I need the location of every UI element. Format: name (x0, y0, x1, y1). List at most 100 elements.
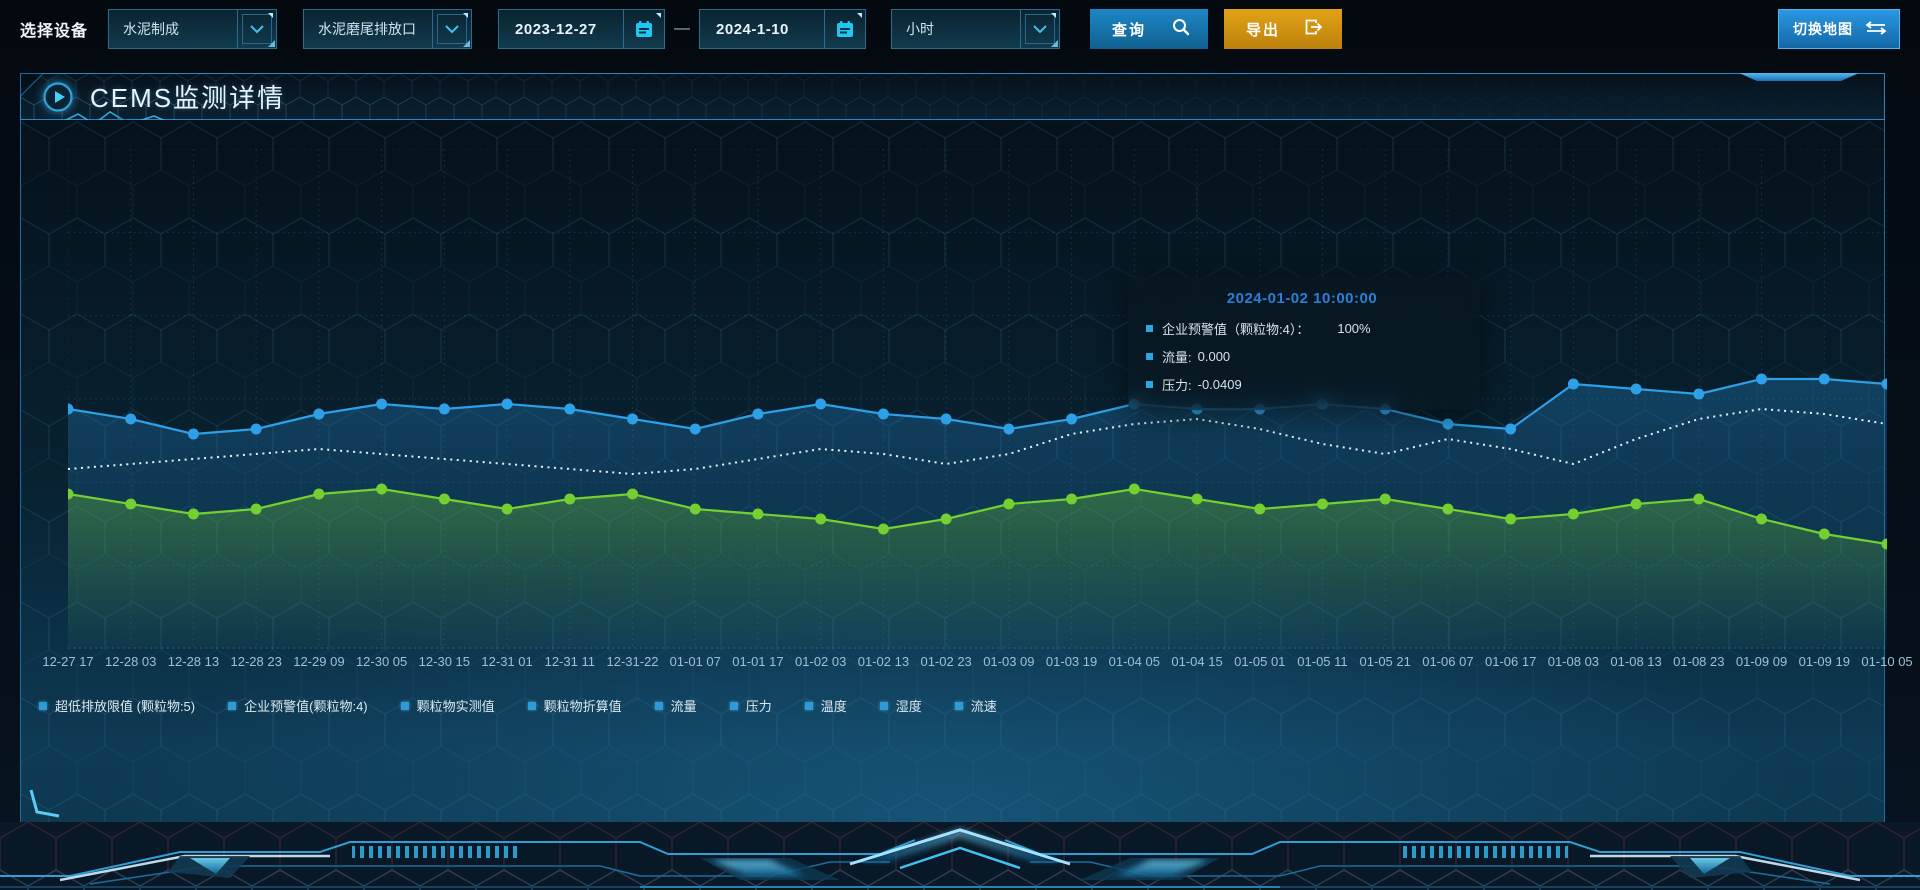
tooltip-rows: 企业预警值（颗粒物:4）： 100% 流量: 0.000 压力: -0.0409 (1146, 319, 1458, 394)
legend-item[interactable]: 湿度 (879, 696, 922, 715)
play-icon[interactable] (42, 81, 74, 113)
legend-item[interactable]: 流量 (654, 696, 697, 715)
interval-value: 小时 (906, 21, 935, 37)
tooltip-marker-icon (1146, 381, 1153, 388)
device-type-value: 水泥制成 (123, 21, 180, 37)
legend-marker-icon (654, 701, 663, 710)
chart-svg (68, 149, 1887, 649)
calendar-icon[interactable] (824, 10, 865, 48)
legend-marker-icon (879, 701, 888, 710)
chevron-down-icon (1020, 10, 1059, 48)
footer-decoration (0, 822, 1920, 890)
legend-item[interactable]: 颗粒物实测值 (400, 696, 495, 715)
x-axis-label: 12-28 03 (105, 654, 157, 669)
legend-marker-icon (527, 701, 536, 710)
x-axis-label: 01-08 23 (1673, 654, 1725, 669)
legend-item[interactable]: 企业预警值(颗粒物:4) (228, 696, 368, 715)
x-axis-label: 01-05 11 (1297, 654, 1348, 669)
tooltip-marker-icon (1146, 325, 1153, 332)
tooltip-label: 流量: (1162, 350, 1192, 365)
x-axis-label: 12-30 05 (355, 654, 408, 669)
legend-label: 温度 (820, 699, 847, 714)
x-axis-label: 01-09 09 (1735, 654, 1788, 669)
calendar-icon[interactable] (623, 10, 664, 48)
legend-label: 压力 (745, 699, 772, 714)
switch-map-button[interactable]: 切换地图 (1778, 9, 1900, 49)
x-axis-label: 12-28 13 (167, 654, 220, 669)
panel-title: CEMS监测详情 (90, 83, 286, 113)
header-zigzag-decoration (50, 111, 169, 120)
chevron-down-icon (237, 10, 276, 48)
legend-item[interactable]: 温度 (804, 696, 847, 715)
x-axis-label: 01-03 09 (983, 654, 1035, 669)
query-button-label: 查询 (1112, 21, 1147, 39)
start-date-value: 2023-12-27 (515, 20, 597, 38)
legend-item[interactable]: 颗粒物折算值 (527, 696, 622, 715)
tooltip-value: -0.0409 (1197, 377, 1242, 392)
x-axis-label: 01-04 05 (1108, 654, 1160, 669)
export-icon (1304, 18, 1324, 40)
x-axis-label: 01-06 07 (1422, 654, 1474, 669)
legend-label: 超低排放限值 (颗粒物:5) (55, 699, 196, 714)
x-axis-label: 01-03 19 (1045, 654, 1098, 669)
x-axis-label: 01-01 07 (669, 654, 721, 669)
corner-accent (29, 789, 60, 818)
tooltip-value: 100% (1337, 321, 1371, 336)
x-axis-label: 12-31-22 (606, 654, 659, 669)
outlet-value: 水泥磨尾排放口 (318, 21, 417, 37)
export-button[interactable]: 导出 (1224, 9, 1343, 49)
x-axis-label: 12-31 11 (544, 654, 595, 669)
legend-marker-icon (228, 701, 237, 710)
legend-marker-icon (39, 701, 47, 710)
x-axis-label: 01-02 23 (920, 654, 972, 669)
end-date-value: 2024-1-10 (716, 20, 789, 38)
x-axis-label: 01-08 03 (1547, 654, 1600, 669)
legend-item[interactable]: 超低排放限值 (颗粒物:5) (39, 696, 195, 715)
swap-arrows-icon (1865, 20, 1887, 38)
x-axis-label: 12-30 15 (418, 654, 471, 669)
x-axis-label: 01-01 17 (732, 654, 784, 669)
legend-label: 颗粒物实测值 (416, 699, 495, 714)
x-axis-label: 01-06 17 (1484, 654, 1537, 669)
toolbar: 选择设备 水泥制成 水泥磨尾排放口 2023-12-27 (0, 0, 1920, 58)
start-date-input[interactable]: 2023-12-27 (498, 9, 666, 49)
x-axis-label: 01-05 21 (1359, 654, 1411, 669)
device-select-label: 选择设备 (20, 23, 89, 40)
legend-label: 颗粒物折算值 (543, 699, 622, 714)
date-range-separator: — (674, 20, 691, 37)
tooltip-marker-icon (1146, 353, 1153, 360)
legend-label: 企业预警值(颗粒物:4) (244, 699, 368, 714)
tooltip-label: 企业预警值（颗粒物:4）： (1162, 322, 1310, 337)
chart-area[interactable]: 2024-01-02 10:00:00 企业预警值（颗粒物:4）： 100% 流量:… (68, 149, 1887, 649)
x-axis-label: 12-27 17 (42, 654, 94, 669)
tooltip-label: 压力: (1162, 378, 1192, 393)
legend-item[interactable]: 流速 (954, 696, 997, 715)
legend-item[interactable]: 压力 (729, 696, 772, 715)
x-axis: 12-27 17 12-28 03 12-28 13 12-28 23 12-29 09… (42, 654, 1912, 672)
legend-marker-icon (729, 701, 738, 710)
switch-map-label: 切换地图 (1793, 21, 1853, 37)
x-axis-label: 01-10 05 (1861, 654, 1913, 669)
x-axis-label: 12-28 23 (230, 654, 282, 669)
search-icon (1172, 18, 1190, 40)
legend-marker-icon (804, 701, 813, 710)
x-axis-label: 01-02 13 (857, 654, 910, 669)
x-axis-label: 01-05 01 (1234, 654, 1286, 669)
legend: 超低排放限值 (颗粒物:5) 企业预警值(颗粒物:4) 颗粒物实测值 颗粒物折算值 流量… (39, 696, 997, 715)
legend-marker-icon (954, 701, 963, 710)
tooltip-row: 压力: -0.0409 (1146, 375, 1458, 394)
x-axis-label: 01-09 19 (1798, 654, 1850, 669)
end-date-input[interactable]: 2024-1-10 (699, 9, 867, 49)
interval-select[interactable]: 小时 (891, 9, 1061, 49)
legend-label: 流量 (670, 699, 697, 714)
device-type-select[interactable]: 水泥制成 (108, 9, 278, 49)
x-axis-label: 01-02 03 (795, 654, 847, 669)
legend-label: 湿度 (895, 699, 922, 714)
legend-marker-icon (400, 701, 409, 710)
tooltip-row: 企业预警值（颗粒物:4）： 100% (1146, 319, 1458, 338)
outlet-select[interactable]: 水泥磨尾排放口 (303, 9, 473, 49)
query-button[interactable]: 查询 (1090, 9, 1209, 49)
chart-tooltip: 2024-01-02 10:00:00 企业预警值（颗粒物:4）： 100% 流量:… (1128, 277, 1480, 410)
export-button-label: 导出 (1246, 21, 1281, 39)
